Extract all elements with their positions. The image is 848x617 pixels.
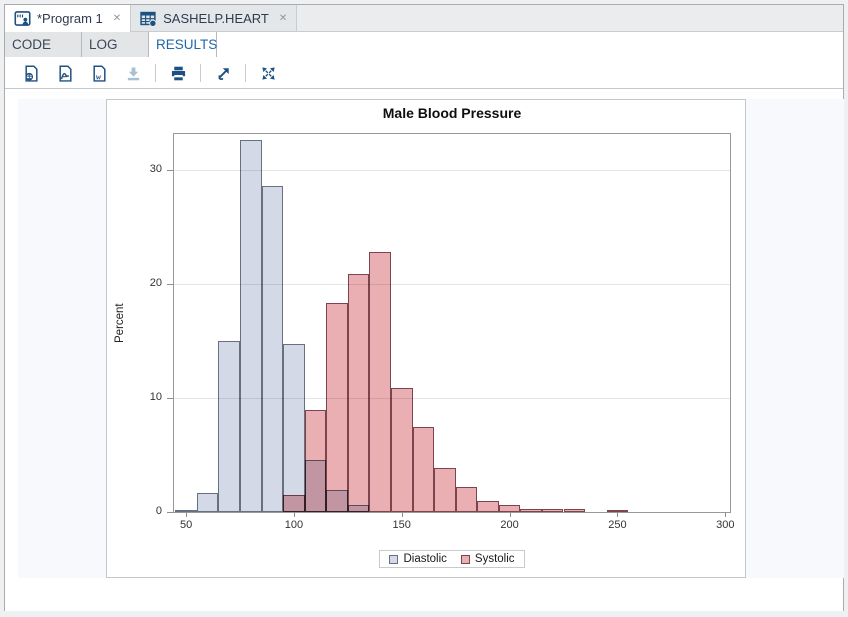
systolic-bar (391, 387, 413, 512)
plot-area: 0 10 20 30 50 100 150 200 250 300 (150, 133, 734, 531)
results-subtabs: CODE LOG RESULTS (5, 32, 843, 58)
diastolic-bar (196, 492, 219, 512)
tab-log[interactable]: LOG (82, 32, 149, 57)
print-button[interactable] (165, 61, 191, 85)
x-tick (186, 512, 188, 517)
x-tick (725, 512, 727, 517)
legend-row: Diastolic Systolic (173, 550, 731, 568)
table-icon (140, 10, 157, 27)
subtab-label: CODE (12, 37, 52, 52)
chart: Male Blood Pressure Percent 0 10 20 30 50 100… (106, 99, 746, 578)
gridline (174, 398, 730, 400)
diastolic-swatch (389, 554, 399, 564)
tab-label: *Program 1 (37, 11, 103, 26)
tab-sashelp-heart[interactable]: SASHELP.HEART ✕ (131, 5, 298, 31)
systolic-bar (498, 505, 521, 512)
ods-output-band: Male Blood Pressure Percent 0 10 20 30 50 100… (18, 99, 844, 578)
systolic-bar (304, 409, 327, 512)
y-tick-label: 0 (155, 505, 162, 517)
systolic-bar (606, 510, 629, 513)
systolic-bar (434, 467, 456, 512)
systolic-bar (563, 508, 586, 512)
gridline (174, 170, 730, 172)
systolic-bar (369, 252, 391, 512)
y-tick (167, 284, 173, 286)
close-icon[interactable]: ✕ (278, 12, 288, 24)
systolic-bar (283, 494, 305, 512)
diastolic-bar (261, 186, 284, 512)
download-html-button[interactable] (18, 61, 44, 85)
close-icon[interactable]: ✕ (112, 13, 122, 24)
x-tick-label: 200 (500, 519, 519, 531)
download-rtf-button[interactable]: w (86, 61, 112, 85)
document-tabstrip: *Program 1 ✕ SASHELP.HEART ✕ (5, 5, 843, 32)
subtab-label: LOG (89, 37, 118, 52)
y-tick (167, 512, 173, 513)
svg-text:w: w (95, 72, 101, 81)
systolic-bar (455, 487, 478, 512)
diastolic-bar (218, 341, 240, 512)
diastolic-bar (175, 510, 197, 513)
toolbar-divider (5, 88, 843, 89)
subtab-label: RESULTS (156, 37, 218, 52)
maximize-icon (261, 66, 275, 80)
tab-code[interactable]: CODE (5, 32, 82, 57)
pdf-file-icon (58, 65, 72, 82)
x-tick (509, 512, 511, 517)
x-tick-label: 300 (716, 519, 735, 531)
maximize-button[interactable] (255, 61, 281, 85)
systolic-swatch (460, 554, 470, 564)
y-tick-label: 20 (149, 277, 162, 290)
download-icon (127, 66, 139, 80)
systolic-bar (412, 426, 435, 512)
results-panel: Male Blood Pressure Percent 0 10 20 30 50 100… (5, 89, 844, 611)
results-toolbar: w (5, 58, 843, 88)
tab-label: SASHELP.HEART (163, 10, 269, 26)
x-tick-label: 250 (608, 519, 627, 531)
legend: Diastolic Systolic (379, 550, 525, 568)
legend-label: Diastolic (403, 553, 447, 565)
legend-label: Systolic (474, 553, 515, 565)
download-button[interactable] (120, 61, 146, 85)
diastolic-bar (283, 343, 305, 512)
y-tick (167, 170, 173, 172)
x-tick (617, 512, 619, 517)
open-external-icon (218, 67, 229, 80)
y-tick-label: 10 (149, 391, 162, 404)
toolbar-separator (200, 64, 201, 82)
y-tick (167, 398, 173, 400)
word-file-icon: w (92, 65, 106, 82)
y-axis-label: Percent (114, 303, 126, 343)
printer-icon (171, 66, 185, 80)
systolic-bar (326, 302, 348, 512)
systolic-bar (347, 274, 370, 512)
diastolic-bar (240, 139, 262, 512)
systolic-bar (541, 508, 564, 512)
tab-results[interactable]: RESULTS (149, 32, 217, 57)
toolbar-separator (155, 64, 156, 82)
systolic-bar (520, 508, 542, 512)
tab-program-1[interactable]: *Program 1 ✕ (5, 5, 132, 32)
x-tick-label: 50 (179, 519, 193, 531)
download-pdf-button[interactable] (52, 61, 78, 85)
legend-item: Systolic (460, 553, 515, 565)
gridline (174, 284, 730, 286)
toolbar-separator (245, 64, 246, 82)
x-tick (293, 512, 295, 517)
html-file-icon (24, 65, 38, 82)
sas-studio-window: *Program 1 ✕ SASHELP.HEART ✕ CODE LOG (4, 4, 844, 611)
program-icon (14, 10, 31, 27)
systolic-bar (477, 500, 499, 512)
legend-item: Diastolic (389, 553, 447, 565)
x-tick-label: 100 (284, 519, 304, 531)
x-tick (401, 512, 403, 517)
open-new-window-button[interactable] (210, 61, 236, 85)
chart-title: Male Blood Pressure (382, 105, 522, 121)
y-tick-label: 30 (149, 163, 162, 176)
x-tick-label: 150 (392, 519, 411, 531)
